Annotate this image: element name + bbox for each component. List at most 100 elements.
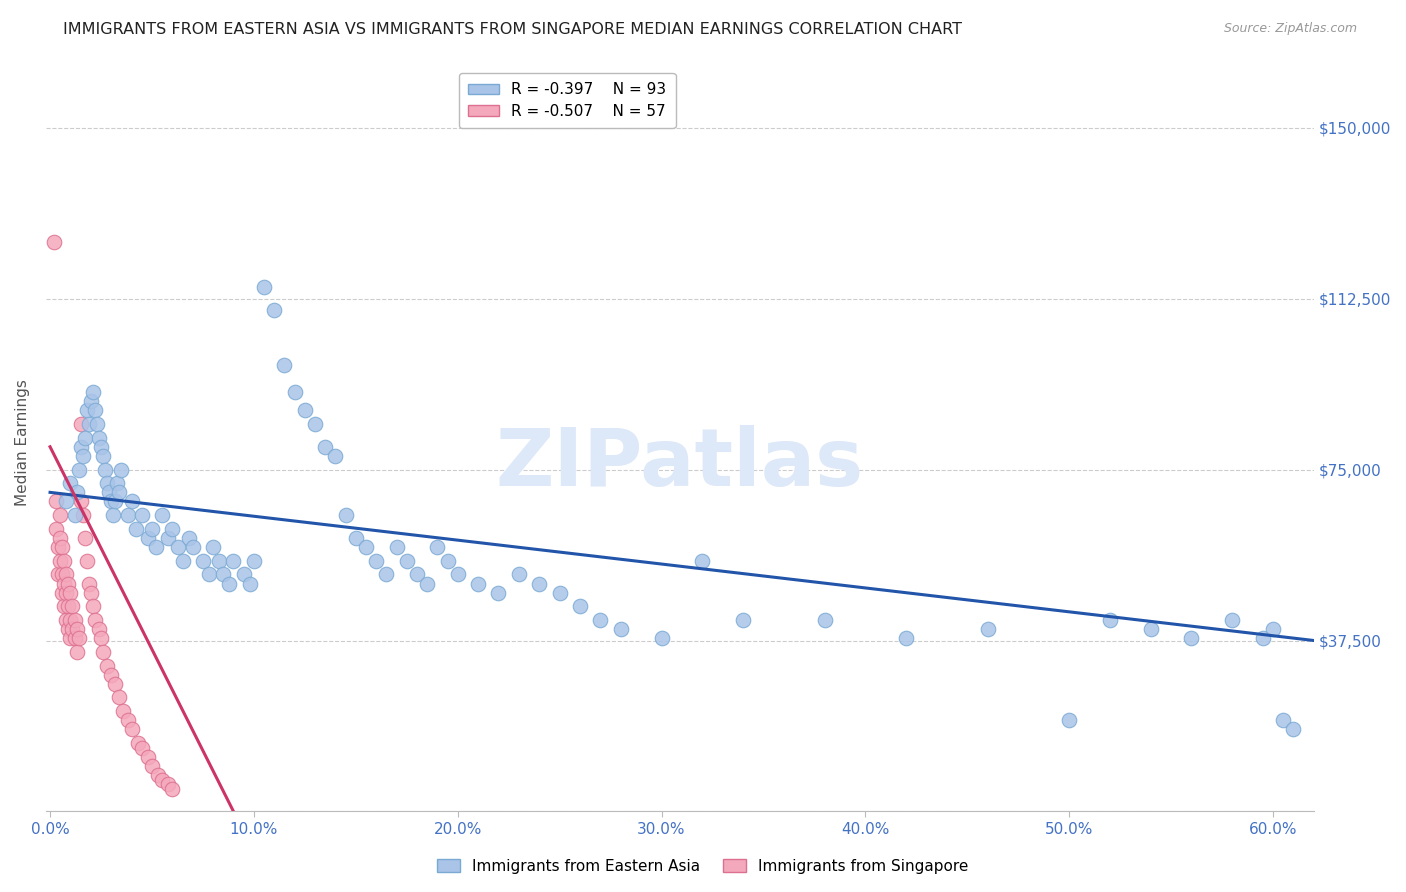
Point	[273, 358, 295, 372]
Point	[1220, 613, 1243, 627]
Point	[59, 631, 82, 645]
Point	[117, 508, 139, 523]
Point	[63, 508, 86, 523]
Point	[325, 449, 347, 463]
Point	[77, 576, 100, 591]
Point	[65, 485, 87, 500]
Point	[69, 494, 91, 508]
Point	[80, 394, 103, 409]
Point	[690, 554, 713, 568]
Point	[335, 508, 357, 523]
Point	[112, 704, 135, 718]
Point	[55, 613, 77, 627]
Point	[117, 713, 139, 727]
Point	[108, 690, 131, 705]
Point	[63, 631, 86, 645]
Legend: Immigrants from Eastern Asia, Immigrants from Singapore: Immigrants from Eastern Asia, Immigrants…	[432, 853, 974, 880]
Text: Source: ZipAtlas.com: Source: ZipAtlas.com	[1223, 22, 1357, 36]
Point	[65, 622, 87, 636]
Point	[1180, 631, 1202, 645]
Point	[395, 554, 418, 568]
Point	[53, 554, 76, 568]
Point	[136, 531, 159, 545]
Point	[59, 613, 82, 627]
Point	[569, 599, 592, 614]
Point	[1251, 631, 1274, 645]
Point	[86, 417, 108, 431]
Point	[222, 554, 245, 568]
Point	[136, 749, 159, 764]
Point	[65, 645, 87, 659]
Point	[73, 431, 96, 445]
Point	[76, 403, 98, 417]
Point	[731, 613, 754, 627]
Point	[63, 613, 86, 627]
Point	[69, 417, 91, 431]
Point	[253, 280, 276, 294]
Point	[150, 508, 173, 523]
Point	[121, 723, 143, 737]
Point	[232, 567, 254, 582]
Point	[45, 494, 67, 508]
Point	[42, 235, 65, 249]
Point	[589, 613, 612, 627]
Point	[53, 599, 76, 614]
Point	[58, 576, 80, 591]
Point	[87, 622, 110, 636]
Point	[96, 476, 118, 491]
Point	[366, 554, 388, 568]
Point	[77, 417, 100, 431]
Point	[96, 658, 118, 673]
Point	[103, 508, 125, 523]
Point	[69, 440, 91, 454]
Point	[436, 554, 458, 568]
Point	[49, 508, 72, 523]
Point	[83, 403, 105, 417]
Point	[294, 403, 316, 417]
Point	[416, 576, 439, 591]
Point	[1139, 622, 1161, 636]
Point	[59, 476, 82, 491]
Point	[894, 631, 917, 645]
Point	[108, 485, 131, 500]
Point	[83, 613, 105, 627]
Point	[105, 476, 128, 491]
Point	[131, 508, 153, 523]
Point	[131, 740, 153, 755]
Point	[385, 540, 408, 554]
Point	[49, 554, 72, 568]
Point	[55, 585, 77, 599]
Point	[239, 576, 262, 591]
Point	[150, 772, 173, 787]
Point	[45, 522, 67, 536]
Point	[104, 677, 127, 691]
Legend: R = -0.397    N = 93, R = -0.507    N = 57: R = -0.397 N = 93, R = -0.507 N = 57	[460, 73, 675, 128]
Point	[145, 540, 167, 554]
Point	[87, 431, 110, 445]
Point	[46, 567, 69, 582]
Point	[51, 585, 73, 599]
Point	[55, 567, 77, 582]
Point	[167, 540, 190, 554]
Point	[813, 613, 835, 627]
Point	[141, 759, 163, 773]
Point	[100, 667, 122, 681]
Point	[202, 540, 225, 554]
Point	[191, 554, 214, 568]
Point	[1272, 713, 1295, 727]
Point	[80, 585, 103, 599]
Point	[51, 540, 73, 554]
Point	[73, 531, 96, 545]
Point	[53, 576, 76, 591]
Point	[181, 540, 204, 554]
Point	[172, 554, 194, 568]
Point	[1261, 622, 1284, 636]
Point	[354, 540, 377, 554]
Point	[177, 531, 200, 545]
Point	[375, 567, 398, 582]
Point	[162, 781, 184, 796]
Point	[198, 567, 221, 582]
Point	[46, 540, 69, 554]
Point	[62, 599, 84, 614]
Point	[344, 531, 367, 545]
